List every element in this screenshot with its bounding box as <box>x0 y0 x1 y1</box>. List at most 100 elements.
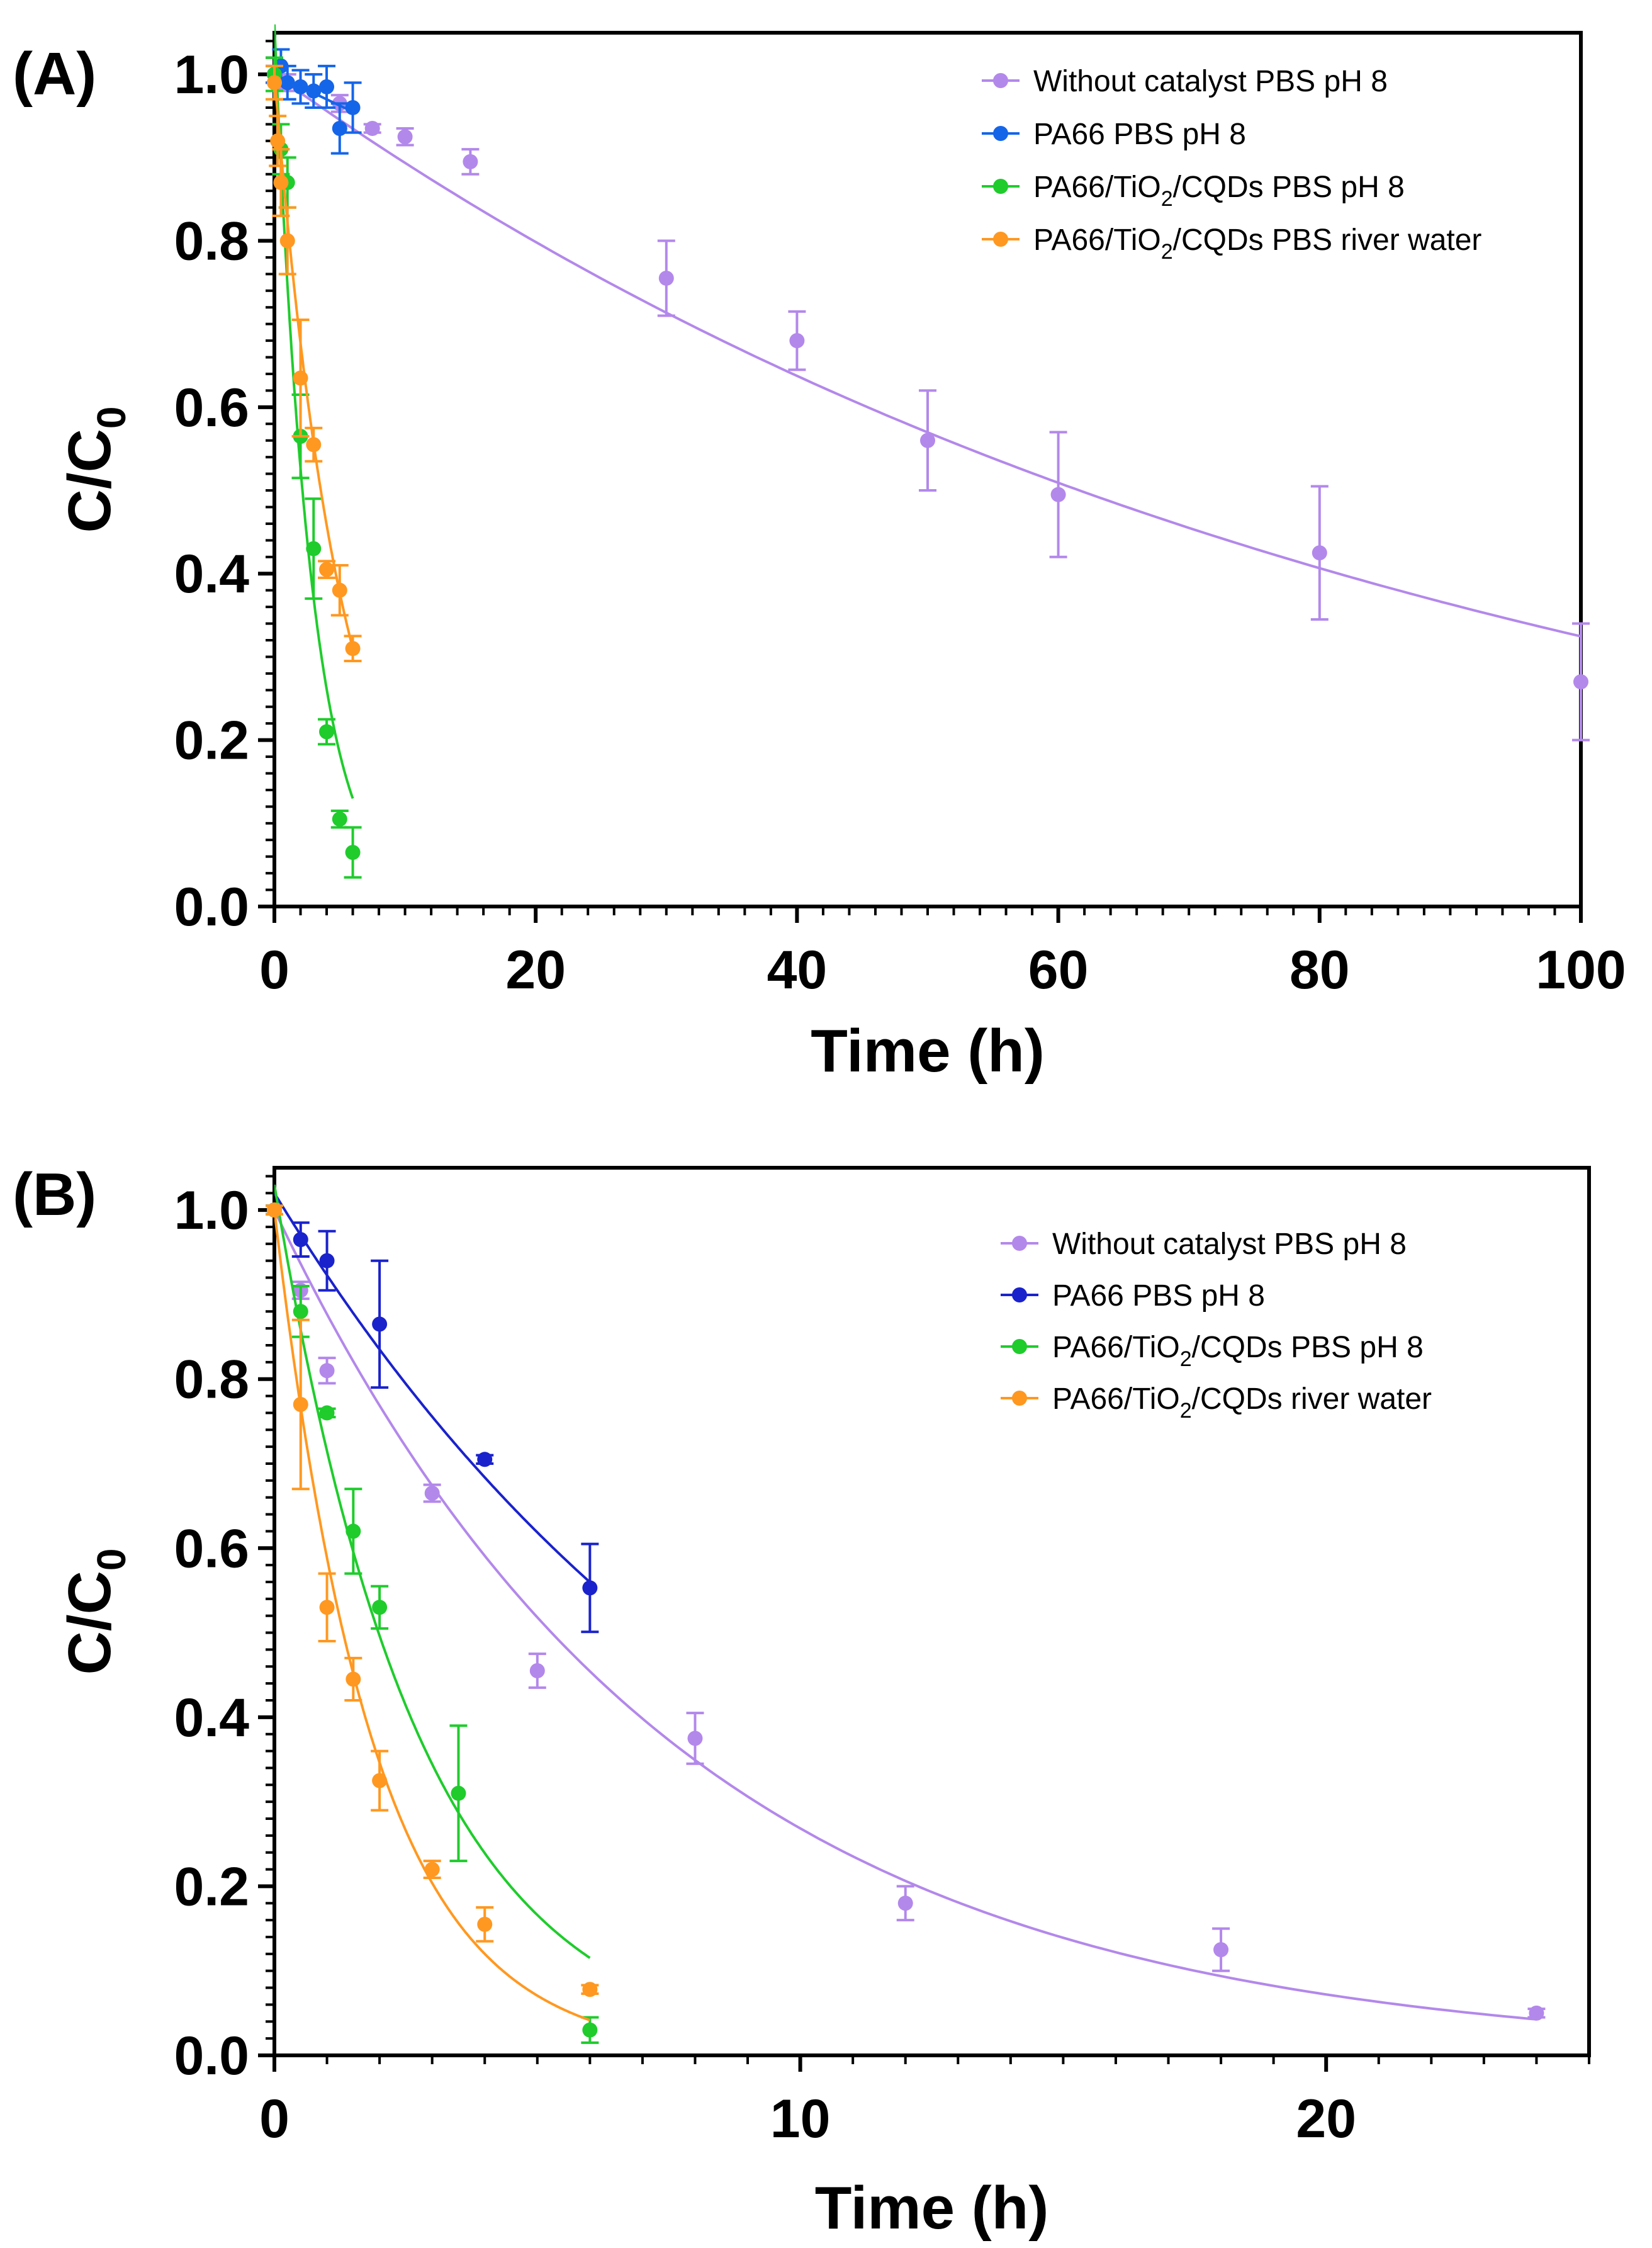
data-point <box>293 1304 308 1319</box>
legend-marker <box>1012 1287 1027 1302</box>
data-point <box>582 1982 598 1997</box>
legend-label: PA66 PBS pH 8 <box>1033 118 1246 151</box>
y-tick-label: 0.0 <box>174 2026 249 2086</box>
x-tick-label: 0 <box>259 940 289 1000</box>
y-tick-label: 0.2 <box>174 711 249 771</box>
data-point <box>1573 674 1588 690</box>
data-point <box>332 121 347 137</box>
y-tick-label: 0.6 <box>174 1518 249 1579</box>
y-tick-label: 1.0 <box>174 1180 249 1241</box>
data-point <box>345 99 361 115</box>
data-point <box>267 75 282 91</box>
data-point <box>279 233 295 249</box>
y-tick-label: 0.8 <box>174 1350 249 1410</box>
fit-curve <box>274 1184 591 1959</box>
legend-label: PA66/TiO2/CQDs PBS pH 8 <box>1033 171 1405 211</box>
data-point <box>1050 487 1066 502</box>
series-4: PA66/TiO2/CQDs PBS river water <box>266 64 1481 663</box>
data-point <box>424 1486 440 1501</box>
x-tick-label: 20 <box>1296 2089 1356 2149</box>
data-point <box>1312 545 1327 561</box>
legend-label: Without catalyst PBS pH 8 <box>1052 1228 1407 1261</box>
data-point <box>306 437 322 453</box>
x-tick-label: 40 <box>767 940 828 1000</box>
data-point <box>477 1452 493 1467</box>
data-point <box>451 1785 466 1801</box>
data-point <box>293 370 308 386</box>
data-point <box>332 811 347 827</box>
legend-label: PA66/TiO2/CQDs river water <box>1052 1382 1432 1423</box>
data-point <box>270 133 286 149</box>
data-point <box>789 333 805 349</box>
data-point <box>920 432 935 448</box>
data-point <box>658 270 674 286</box>
data-point <box>529 1663 545 1678</box>
y-tick-label: 0.0 <box>174 877 249 937</box>
fit-curve <box>274 1192 591 1583</box>
legend-label: PA66/TiO2/CQDs PBS river water <box>1033 223 1481 264</box>
y-tick-label: 0.4 <box>174 1688 249 1748</box>
data-point <box>463 154 478 169</box>
data-point <box>897 1895 913 1911</box>
x-tick-label: 10 <box>770 2089 831 2149</box>
data-point <box>687 1731 703 1746</box>
data-point <box>372 1316 388 1332</box>
series-3: PA66/TiO2/CQDs PBS pH 8 <box>266 1184 1424 2044</box>
data-point <box>1213 1942 1229 1958</box>
y-tick-label: 0.4 <box>174 544 249 604</box>
y-axis-title-sub: 0 <box>89 1549 134 1571</box>
data-point <box>582 1580 598 1596</box>
fit-curve <box>274 1209 1537 2021</box>
chart-panel-a: (A) 0 20 40 60 80 100 0.0 0.2 0.4 0.6 0.8 1.0 Time (h… <box>13 24 1626 1085</box>
data-point <box>319 562 335 577</box>
data-point <box>364 121 380 137</box>
plot-frame <box>273 1166 1591 2057</box>
data-point <box>306 83 322 99</box>
y-axis-title: C/C0 <box>56 407 134 533</box>
data-point <box>293 79 308 94</box>
y-axis-title-main: C/C <box>56 1571 123 1675</box>
data-point <box>345 641 361 657</box>
data-point <box>345 845 361 861</box>
data-point <box>477 1916 493 1932</box>
legend-label: PA66 PBS pH 8 <box>1052 1279 1265 1313</box>
data-point <box>293 1397 308 1412</box>
legend-marker <box>993 179 1008 194</box>
legend-marker <box>993 126 1008 141</box>
y-tick-label: 0.2 <box>174 1856 249 1917</box>
legend-label: PA66/TiO2/CQDs PBS pH 8 <box>1052 1331 1424 1371</box>
x-axis-title: Time (h) <box>815 2174 1049 2242</box>
legend-marker <box>993 73 1008 88</box>
fit-curve <box>274 1209 591 2022</box>
series-1: Without catalyst PBS pH 8 <box>266 64 1590 742</box>
data-point <box>332 582 347 598</box>
legend-marker <box>1012 1236 1027 1251</box>
series-2: PA66 PBS pH 8 <box>266 1192 1265 1634</box>
series-3: PA66/TiO2/CQDs PBS pH 8 <box>266 24 1405 879</box>
data-point <box>319 1600 335 1615</box>
x-tick-label: 60 <box>1028 940 1089 1000</box>
series-1: Without catalyst PBS pH 8 <box>266 1202 1546 2021</box>
legend-label: Without catalyst PBS pH 8 <box>1033 65 1388 98</box>
series-4: PA66/TiO2/CQDs river water <box>266 1202 1432 2022</box>
legend-marker <box>1012 1391 1027 1406</box>
y-tick-label: 1.0 <box>174 45 249 105</box>
data-point <box>319 724 335 740</box>
data-point <box>372 1600 388 1615</box>
y-tick-label: 0.8 <box>174 211 249 271</box>
data-point <box>424 1861 440 1877</box>
data-point <box>582 2022 598 2038</box>
x-axis-title: Time (h) <box>811 1017 1045 1085</box>
y-tick-label: 0.6 <box>174 378 249 438</box>
data-point <box>273 174 289 190</box>
data-point <box>397 129 413 145</box>
x-tick-label: 0 <box>259 2089 289 2149</box>
data-point <box>372 1773 388 1788</box>
data-point <box>319 1253 335 1268</box>
x-tick-label: 20 <box>505 940 566 1000</box>
series-2: PA66 PBS pH 8 <box>266 48 1246 155</box>
data-point <box>319 1405 335 1421</box>
data-point <box>267 1202 282 1218</box>
data-point <box>319 1363 335 1379</box>
